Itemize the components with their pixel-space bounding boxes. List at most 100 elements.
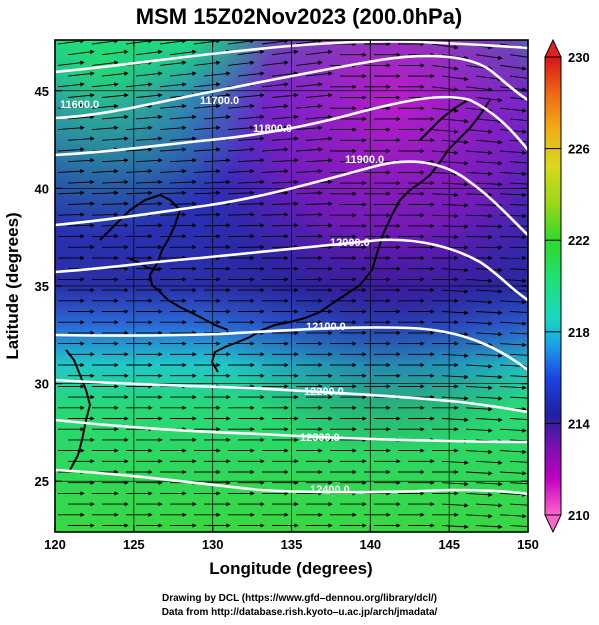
x-tick-label: 125 <box>123 537 145 552</box>
wind-arrow <box>135 93 163 98</box>
credits-data: Data from http://database.rish.kyoto–u.a… <box>161 607 438 618</box>
wind-arrow <box>465 278 493 283</box>
contour-label: 12400.0 <box>310 484 350 496</box>
wind-arrow <box>465 299 493 305</box>
wind-arrow <box>509 418 528 420</box>
wind-arrow <box>475 160 503 166</box>
wind-arrow <box>441 396 469 401</box>
wind-arrow <box>57 103 85 109</box>
wind-arrow <box>135 114 163 120</box>
wind-arrow <box>509 204 528 206</box>
wind-arrow <box>499 107 527 113</box>
wind-arrow <box>91 40 119 45</box>
colorbar-bar <box>544 56 562 516</box>
wind-arrow <box>509 375 528 378</box>
wind-arrow <box>431 43 459 50</box>
contour-label: 11800.0 <box>253 123 292 135</box>
wind-arrow <box>125 82 153 88</box>
wind-arrow <box>203 158 231 163</box>
wind-arrow <box>441 417 469 423</box>
wind-arrow <box>475 139 503 145</box>
wind-arrow <box>441 160 469 166</box>
wind-arrow <box>509 268 528 271</box>
wind-arrow <box>475 503 503 508</box>
wind-arrow <box>475 75 503 82</box>
y-tick-label: 30 <box>35 377 49 392</box>
wind-arrow <box>499 64 527 71</box>
wind-arrow <box>101 158 129 163</box>
wind-arrow <box>193 212 221 217</box>
wind-arrow <box>159 40 187 45</box>
wind-arrow <box>465 385 493 390</box>
contour-12300.0 <box>55 418 528 444</box>
wind-arrow <box>57 60 85 66</box>
wind-arrow <box>271 114 299 120</box>
colorbar-tick-label: 218 <box>568 325 590 340</box>
wind-arrow <box>305 49 333 56</box>
wind-arrow <box>475 374 503 380</box>
wind-arrow <box>193 103 221 109</box>
wind-arrow <box>91 212 119 217</box>
wind-arrow <box>169 114 197 120</box>
wind-arrow <box>237 158 265 163</box>
wind-arrow <box>203 179 231 185</box>
wind-arrow <box>169 71 197 77</box>
wind-arrow <box>67 136 95 141</box>
x-tick-label: 150 <box>517 537 539 552</box>
wind-arrow <box>193 125 221 131</box>
grid-lines <box>55 40 528 532</box>
wind-arrow <box>57 168 85 174</box>
wind-arrow <box>475 396 503 401</box>
wind-arrow <box>227 103 255 109</box>
wind-arrow <box>159 212 187 217</box>
wind-arrow <box>227 190 255 196</box>
wind-arrow <box>295 40 323 45</box>
contour-11600.0 <box>55 40 528 74</box>
wind-arrow <box>509 118 528 122</box>
wind-arrow <box>509 97 528 100</box>
wind-arrow <box>465 364 493 369</box>
credits-drawing: Drawing by DCL (https://www.gfd–dennou.o… <box>161 593 437 604</box>
wind-arrow <box>475 331 503 337</box>
contour-11700.0 <box>55 54 528 120</box>
wind-arrow <box>509 482 528 485</box>
x-tick-label: 120 <box>44 537 66 552</box>
wind-arrow <box>499 192 527 198</box>
wind-arrow <box>237 114 265 120</box>
temperature-field <box>55 40 528 532</box>
wind-arrow <box>441 503 469 508</box>
wind-arrow <box>135 71 163 77</box>
y-tick-label: 40 <box>35 181 49 196</box>
wind-arrow <box>67 179 95 185</box>
wind-arrow <box>441 524 469 530</box>
wind-arrow <box>125 125 153 131</box>
wind-arrow <box>465 321 493 326</box>
wind-arrow <box>499 213 527 219</box>
wind-arrow <box>509 311 528 313</box>
wind-arrow <box>465 171 493 177</box>
wind-arrow <box>475 310 503 316</box>
colorbar-tick-label: 230 <box>568 50 590 65</box>
wind-arrow <box>431 129 459 134</box>
axis-ticks <box>54 40 529 532</box>
wind-arrow <box>509 396 528 399</box>
wind-arrow <box>499 150 527 155</box>
wind-arrow <box>431 192 459 198</box>
wind-arrow <box>91 103 119 109</box>
wind-arrow <box>57 190 85 196</box>
colorbar-tick-label: 222 <box>568 233 590 248</box>
wind-arrow <box>125 147 153 152</box>
wind-arrow <box>509 54 528 58</box>
wind-arrow <box>465 150 493 155</box>
colorbar-bottom-triangle <box>544 514 562 534</box>
wind-arrow <box>509 353 528 356</box>
wind-arrow <box>295 82 323 88</box>
wind-arrow <box>431 107 459 113</box>
wind-arrow <box>193 40 221 45</box>
contour-label: 12200.0 <box>304 386 344 398</box>
wind-arrow <box>125 190 153 196</box>
x-tick-labels: 120 125 130 135 140 145 150 <box>44 537 539 552</box>
wind-arrow <box>475 289 503 294</box>
wind-arrow <box>67 49 95 56</box>
